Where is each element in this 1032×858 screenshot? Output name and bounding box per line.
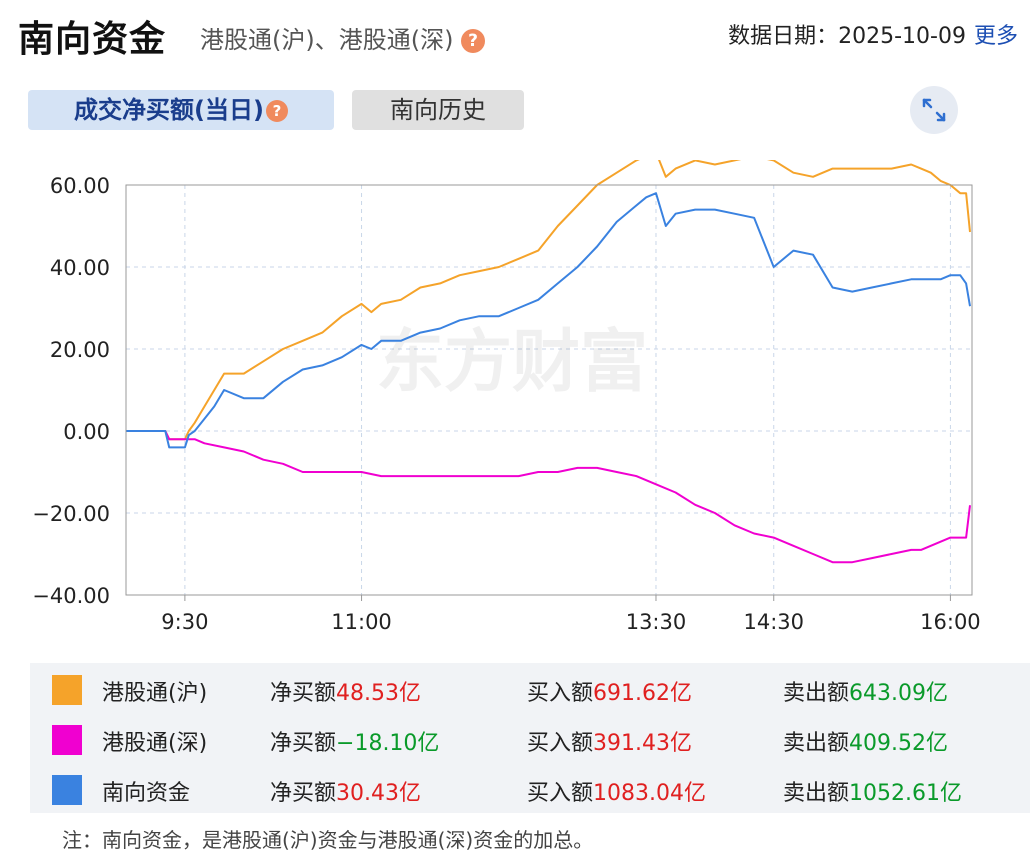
sell-value: 409.52亿	[849, 731, 948, 756]
page-title: 南向资金	[18, 19, 167, 60]
data-date: 数据日期：2025-10-09 更多	[728, 18, 1018, 50]
buy-cell: 买入额1083.04亿	[527, 775, 706, 807]
x-tick-label: 11:00	[331, 610, 392, 634]
legend-name: 南向资金	[102, 781, 191, 806]
chart-series	[126, 160, 971, 564]
chart-watermark: 东方财富	[376, 323, 648, 402]
y-tick-label: 60.00	[50, 174, 110, 198]
sell-label: 卖出额	[783, 731, 850, 756]
tab-label: 成交净买额(当日)	[74, 96, 264, 124]
more-link[interactable]: 更多	[973, 24, 1018, 49]
sell-label: 卖出额	[783, 781, 850, 806]
subtitle-text: 港股通(沪)、港股通(深)	[200, 26, 454, 54]
y-tick-label: −40.00	[32, 584, 110, 608]
legend-swatch	[52, 675, 82, 705]
sell-cell: 卖出额643.09亿	[783, 675, 948, 707]
buy-cell: 买入额391.43亿	[527, 725, 692, 757]
buy-value: 391.43亿	[593, 731, 692, 756]
help-icon[interactable]: ?	[265, 100, 288, 122]
buy-value: 691.62亿	[593, 681, 692, 706]
net-buy-cell: 净买额48.53亿	[270, 675, 421, 707]
chart-labels: 60.00 40.00 20.00 0.00 −20.00 −40.00 9:30 11:00…	[32, 174, 980, 634]
buy-label: 买入额	[527, 781, 594, 806]
legend-name: 港股通(沪)	[102, 681, 208, 706]
legend-row-total: 南向资金 净买额30.43亿 买入额1083.04亿 卖出额1052.61亿	[30, 763, 1030, 813]
x-tick-label: 14:30	[743, 610, 804, 634]
buy-label: 买入额	[527, 731, 594, 756]
expand-button[interactable]	[910, 86, 958, 134]
tab-net-buy-today[interactable]: 成交净买额(当日)?	[28, 90, 334, 130]
y-tick-label: 40.00	[50, 256, 110, 280]
sell-label: 卖出额	[783, 681, 850, 706]
series-line-南向资金	[126, 192, 971, 449]
page-subtitle: 港股通(沪)、港股通(深) ?	[200, 20, 486, 55]
x-tick-label: 13:30	[626, 610, 687, 634]
header: 南向资金 港股通(沪)、港股通(深) ? 数据日期：2025-10-09 更多	[0, 0, 1032, 70]
legend-swatch	[52, 775, 82, 805]
net-buy-value: 48.53亿	[336, 681, 421, 706]
plot-frame	[125, 184, 973, 596]
legend-table: 港股通(沪) 净买额48.53亿 买入额691.62亿 卖出额643.09亿 港…	[30, 663, 1030, 813]
net-buy-cell: 净买额30.43亿	[270, 775, 421, 807]
buy-label: 买入额	[527, 681, 594, 706]
series-line-港股通(深)	[126, 430, 971, 564]
expand-icon	[922, 98, 946, 122]
y-tick-label: 0.00	[63, 420, 110, 444]
sell-cell: 卖出额1052.61亿	[783, 775, 962, 807]
legend-swatch	[52, 725, 82, 755]
legend-name: 港股通(深)	[102, 731, 208, 756]
net-buy-value: 30.43亿	[336, 781, 421, 806]
date-label: 数据日期：	[728, 24, 839, 49]
sell-value: 643.09亿	[849, 681, 948, 706]
x-tick-label: 9:30	[161, 610, 208, 634]
chart-grid	[126, 185, 972, 595]
net-buy-value: −18.10亿	[336, 731, 440, 756]
y-tick-label: 20.00	[50, 338, 110, 362]
help-icon[interactable]: ?	[461, 29, 486, 53]
series-line-港股通(沪)	[126, 160, 971, 441]
net-buy-cell: 净买额−18.10亿	[270, 725, 439, 757]
tab-label: 南向历史	[390, 96, 486, 124]
line-chart: 东方财富 60.00 40.00 20.00 0.00 −20.00 −40.00 9:30…	[32, 160, 981, 634]
sell-value: 1052.61亿	[849, 781, 962, 806]
y-tick-label: −20.00	[32, 502, 110, 526]
date-value: 2025-10-09	[838, 24, 966, 49]
legend-row-sh: 港股通(沪) 净买额48.53亿 买入额691.62亿 卖出额643.09亿	[30, 663, 1030, 713]
buy-cell: 买入额691.62亿	[527, 675, 692, 707]
net-buy-label: 净买额	[270, 681, 337, 706]
footnote: 注：南向资金，是港股通(沪)资金与港股通(深)资金的加总。	[62, 828, 594, 852]
net-buy-label: 净买额	[270, 731, 337, 756]
legend-row-sz: 港股通(深) 净买额−18.10亿 买入额391.43亿 卖出额409.52亿	[30, 713, 1030, 763]
buy-value: 1083.04亿	[593, 781, 706, 806]
tab-southbound-history[interactable]: 南向历史	[352, 90, 524, 130]
net-buy-label: 净买额	[270, 781, 337, 806]
x-tick-label: 16:00	[920, 610, 981, 634]
sell-cell: 卖出额409.52亿	[783, 725, 948, 757]
